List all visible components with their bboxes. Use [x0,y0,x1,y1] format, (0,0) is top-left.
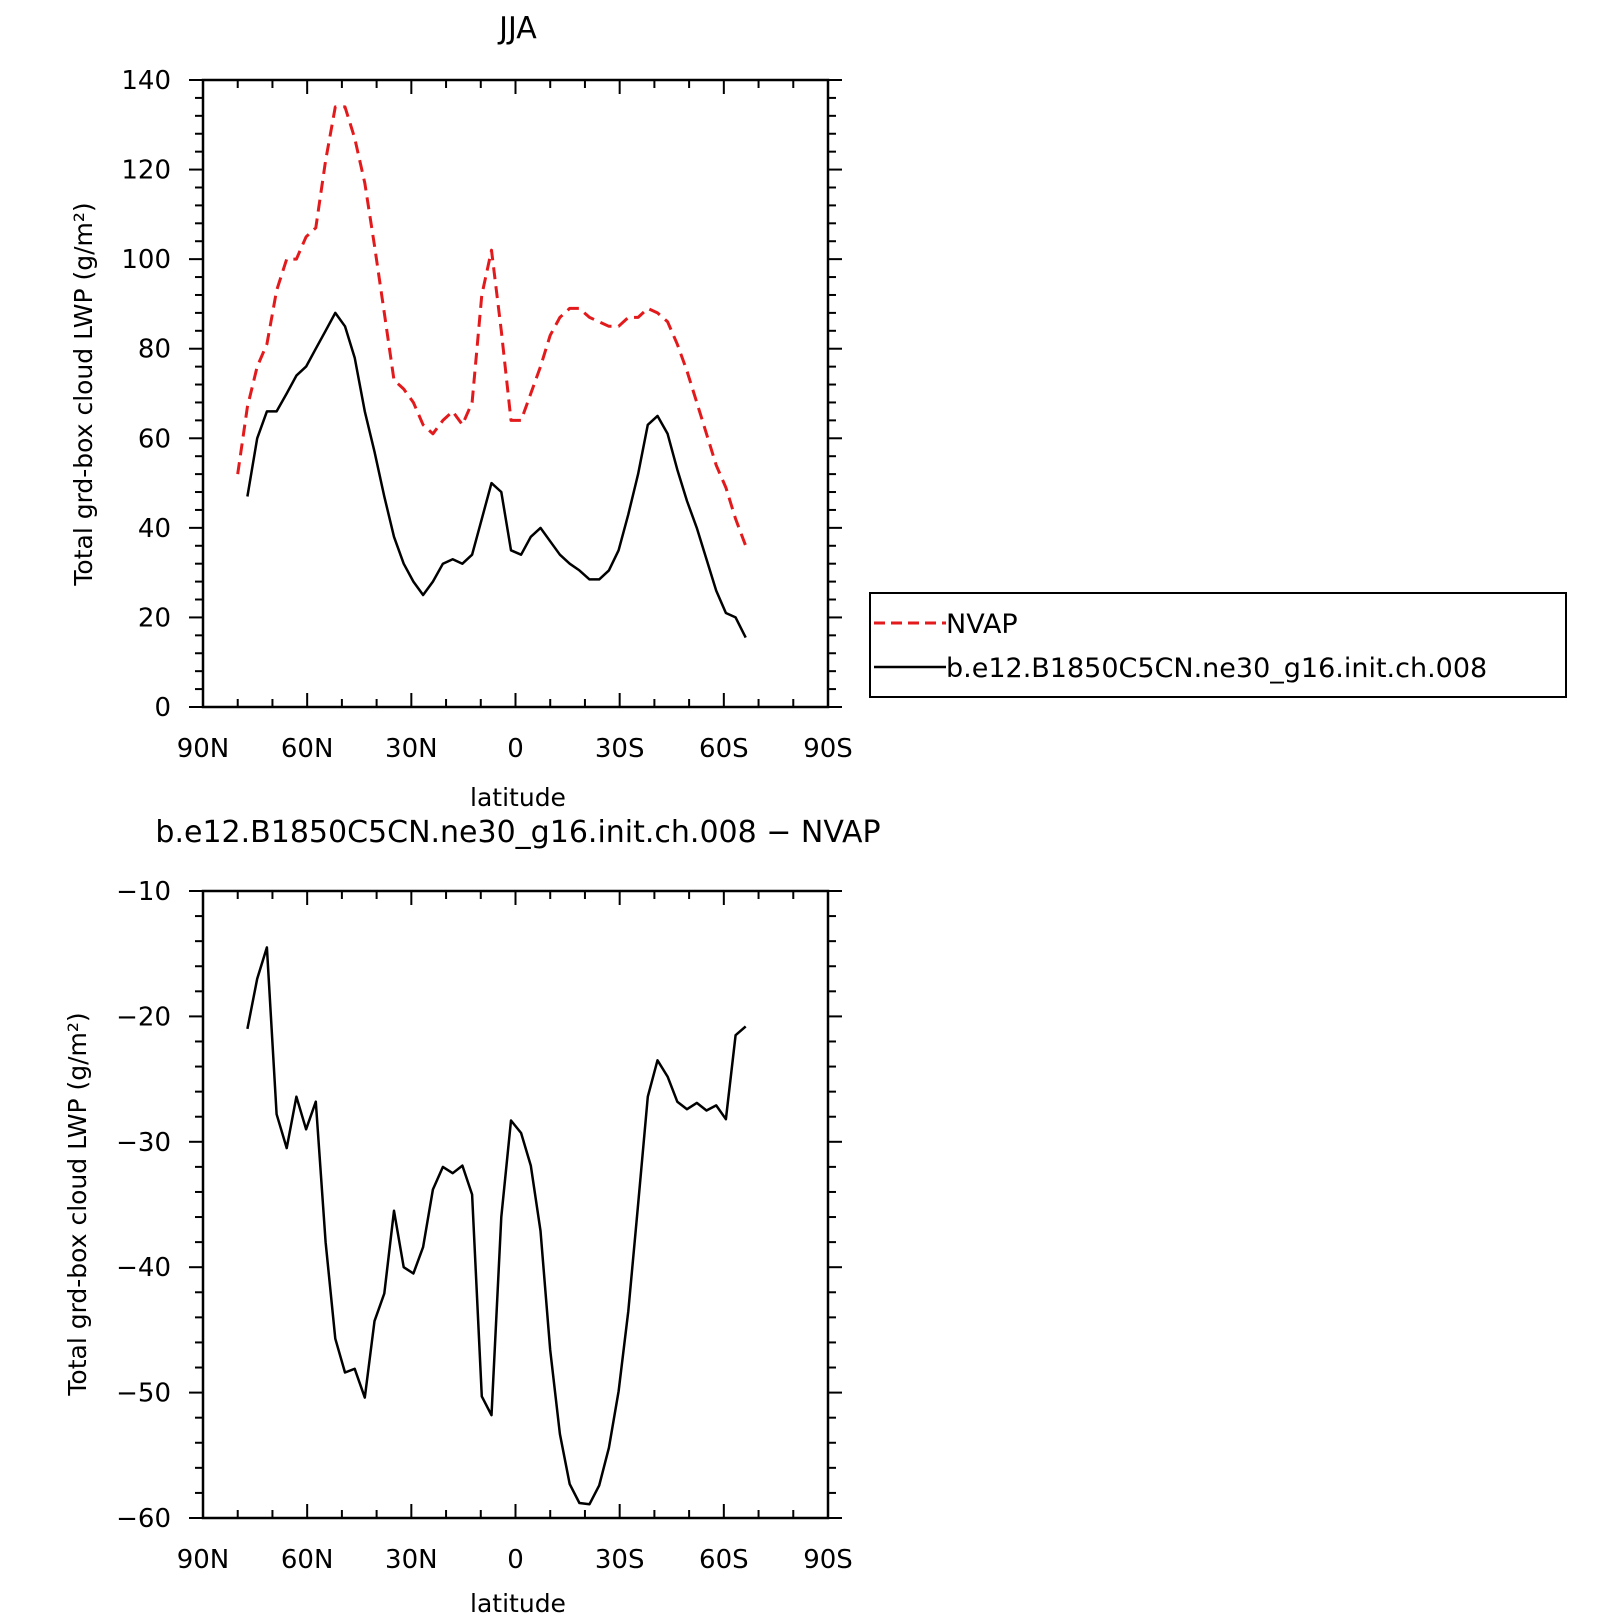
x-tick-label: 60N [281,1545,334,1575]
x-tick-label: 0 [507,734,524,764]
plot-frame [201,78,830,709]
y-tick-label: 20 [138,603,171,633]
x-tick-labels: 90N 60N 30N 0 30S 60S 90S [177,1545,853,1575]
y-tick-label: 40 [138,514,171,544]
y-tick-label: 120 [121,156,171,186]
series-line-model [246,311,747,639]
x-tick-label: 30N [385,1545,438,1575]
x-tick-label: 0 [507,1545,524,1575]
legend-label-nvap: NVAP [946,609,1018,640]
x-tick-label: 60N [281,734,334,764]
y-tick-label: 80 [138,335,171,365]
y-axis-label: Total grd-box cloud LWP (g/m²) [63,1012,92,1396]
x-axis-label: latitude [470,1589,566,1613]
y-axis-label: Total grd-box cloud LWP (g/m²) [69,202,98,586]
x-tick-label: 90N [177,1545,230,1575]
y-tick-label: −20 [116,1002,171,1032]
x-tick-label: 60S [699,734,749,764]
series-lines [246,946,747,1506]
y-tick-label: −10 [116,877,171,907]
x-tick-label: 90N [177,734,230,764]
y-tick-label: 0 [154,693,171,723]
series-line-nvap [236,105,748,547]
y-tick-label: −50 [116,1379,171,1409]
y-tick-label: −40 [116,1253,171,1283]
series-lines [236,105,748,639]
y-tick-labels: 0 20 40 60 80 100 120 140 [121,66,171,723]
y-tick-labels: −60 −50 −40 −30 −20 −10 [116,877,171,1534]
x-tick-label: 90S [803,1545,853,1575]
y-tick-label: 60 [138,424,171,454]
x-tick-label: 30S [595,734,645,764]
y-tick-label: 100 [121,245,171,275]
x-tick-label: 30S [595,1545,645,1575]
series-line-model [246,946,747,1506]
bottom-chart: b.e12.B1850C5CN.ne30_g16.init.ch.008 − N… [63,815,881,1613]
y-tick-label: −60 [116,1504,171,1534]
plot-frame [201,889,830,1520]
x-tick-label: 90S [803,734,853,764]
legend: NVAP b.e12.B1850C5CN.ne30_g16.init.ch.00… [869,592,1567,698]
chart-title: b.e12.B1850C5CN.ne30_g16.init.ch.008 − N… [155,815,880,850]
axis-ticks [189,890,842,1519]
legend-box [869,592,1567,698]
x-axis-label: latitude [470,783,566,812]
x-tick-label: 60S [699,1545,749,1575]
x-tick-label: 30N [385,734,438,764]
y-tick-label: −30 [116,1128,171,1158]
x-tick-labels: 90N 60N 30N 0 30S 60S 90S [177,734,853,764]
legend-label-model: b.e12.B1850C5CN.ne30_g16.init.ch.008 [946,653,1487,684]
chart-title: JJA [497,11,537,46]
y-tick-label: 140 [121,66,171,96]
